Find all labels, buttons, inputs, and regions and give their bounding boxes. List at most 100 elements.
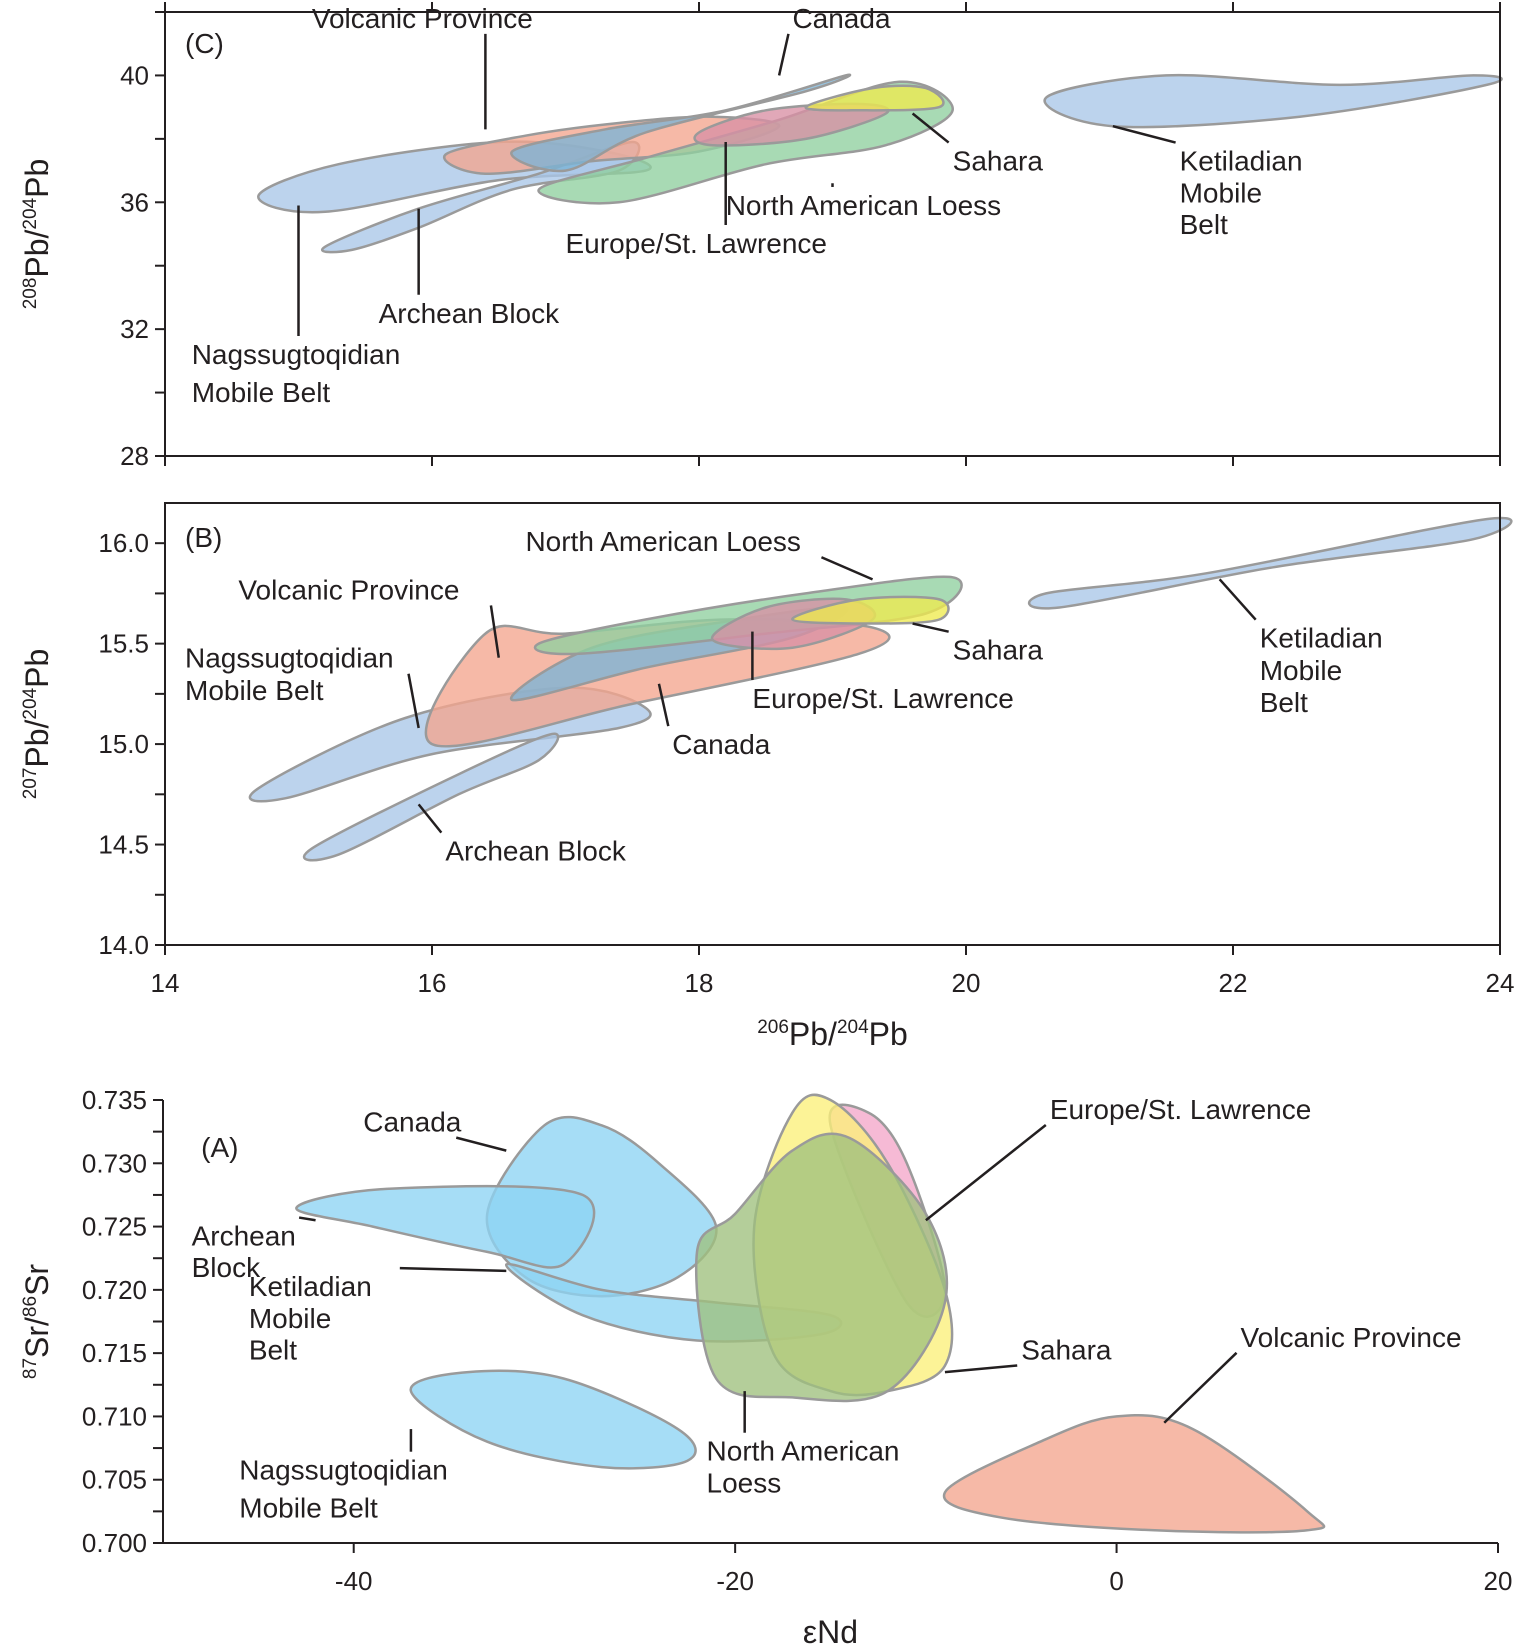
leader-line (399, 1266, 507, 1273)
field-label: Volcanic Province (238, 574, 459, 605)
field-label: Ketiladian (1180, 146, 1303, 177)
field-label: Nagssugtoqidian (239, 1455, 448, 1486)
field-ketiladian-mobile-belt (1043, 73, 1503, 129)
y-axis-title: 207Pb/204Pb (19, 649, 55, 800)
field-archean-block (295, 1184, 596, 1269)
y-tick-label: 0.720 (82, 1275, 147, 1305)
field-label: Nagssugtoqidian (185, 643, 394, 674)
x-tick-label: 16 (418, 968, 447, 998)
panel-a: 0.700 0.705 0.710 0.715 0.720 0.725 0.730 0.735… (19, 1085, 1512, 1647)
field-canada (510, 73, 852, 173)
leader-line (1112, 124, 1176, 144)
leader-line (407, 673, 420, 729)
y-tick-label: 0.735 (82, 1085, 147, 1115)
leader-line (1218, 578, 1257, 621)
y-tick-label: 0.730 (82, 1148, 147, 1178)
x-tick-label: -40 (335, 1566, 373, 1596)
y-tick-label: 0.725 (82, 1212, 147, 1242)
field-label: Ketiladian (249, 1271, 372, 1302)
field-label: Volcanic Province (1241, 1322, 1462, 1353)
plot-frame (164, 11, 1501, 457)
field-label: Sahara (953, 635, 1044, 666)
field-label: Canada (672, 729, 771, 760)
field-label: Belt (1260, 687, 1308, 718)
field-europe-st-lawrence (693, 102, 890, 147)
field-label: Sahara (953, 146, 1044, 177)
y-tick-label: 14.0 (98, 930, 149, 960)
y-tick-label: 32 (120, 314, 149, 344)
leader-line (944, 1364, 1018, 1374)
field-sahara (791, 595, 950, 625)
y-tick-label: 0.705 (82, 1465, 147, 1495)
field-archean-block (303, 732, 560, 862)
field-label: Mobile Belt (239, 1493, 378, 1524)
field-label: Block (192, 1252, 261, 1283)
x-tick-label: 20 (952, 968, 981, 998)
field-label: Archean Block (445, 836, 627, 867)
field-label: (C) (185, 28, 224, 59)
field-label: Mobile (249, 1303, 331, 1334)
y-tick-label: 15.5 (98, 629, 149, 659)
field-nagssugtoqidian-mobile-belt (409, 1369, 697, 1470)
field-label: Mobile (1180, 177, 1262, 208)
x-tick-label: 20 (1484, 1566, 1513, 1596)
x-axis-title: εNd (803, 1614, 858, 1647)
field-label: Archean (192, 1221, 296, 1252)
y-tick-label: 14.5 (98, 830, 149, 860)
y-tick-label: 0.700 (82, 1528, 147, 1558)
x-tick-label: 0 (1109, 1566, 1123, 1596)
field-label: Sahara (1021, 1334, 1112, 1365)
leader-line (657, 683, 670, 727)
leader-line (489, 605, 500, 658)
leader-line (455, 1136, 507, 1152)
field-label: North American Loess (525, 526, 800, 557)
field-label: North American Loess (726, 190, 1001, 221)
field-sahara (804, 84, 945, 112)
x-tick-label: 14 (151, 968, 180, 998)
field-label: Belt (1180, 209, 1228, 240)
x-tick-label: 18 (685, 968, 714, 998)
leader-line (417, 803, 443, 834)
field-label: Canada (792, 3, 891, 34)
field-label: (A) (201, 1132, 238, 1163)
field-label: Loess (707, 1467, 782, 1498)
y-tick-label: 36 (120, 187, 149, 217)
y-axis-title: 87Sr/86Sr (19, 1264, 55, 1380)
x-axis-title: 206Pb/204Pb (757, 1016, 908, 1052)
y-axis-title: 208Pb/204Pb (19, 159, 55, 310)
field-label: Belt (249, 1334, 297, 1365)
leader-line (777, 33, 790, 76)
x-tick-label: -20 (716, 1566, 754, 1596)
field-label: Volcanic Province (312, 3, 533, 34)
x-tick-label: 24 (1486, 968, 1515, 998)
field-label: Mobile (1260, 655, 1342, 686)
field-label: Canada (363, 1107, 462, 1138)
leader-line (1163, 1351, 1238, 1424)
field-label: Mobile Belt (185, 675, 324, 706)
panel-c: 28 32 36 40 (C) Volcanic Province Canada Sahara… (19, 2, 1503, 471)
leader-line (298, 1216, 316, 1222)
field-label: Europe/St. Lawrence (752, 683, 1014, 714)
field-ketiladian-mobile-belt (1027, 516, 1513, 610)
field-label: Europe/St. Lawrence (1050, 1094, 1312, 1125)
field-label: Archean Block (379, 298, 561, 329)
leader-line (925, 1124, 1047, 1222)
field-label: Ketiladian (1260, 623, 1383, 654)
leader-line (911, 112, 950, 144)
field-label: Nagssugtoqidian (192, 339, 401, 370)
y-tick-label: 0.715 (82, 1338, 147, 1368)
y-tick-label: 16.0 (98, 528, 149, 558)
field-north-american-loess (694, 1132, 949, 1403)
y-tick-label: 28 (120, 441, 149, 471)
leader-line (820, 556, 874, 581)
y-tick-label: 15.0 (98, 729, 149, 759)
field-label: Mobile Belt (192, 377, 331, 408)
field-label: Europe/St. Lawrence (566, 228, 828, 259)
y-tick-label: 0.710 (82, 1401, 147, 1431)
x-tick-label: 22 (1219, 968, 1248, 998)
field-label: (B) (185, 522, 222, 553)
y-tick-label: 40 (120, 60, 149, 90)
panel-b: 14.0 14.5 15.0 15.5 16.0 14 16 18 20 22 24 (B) North… (19, 502, 1515, 1052)
field-volcanic-province (942, 1413, 1326, 1534)
